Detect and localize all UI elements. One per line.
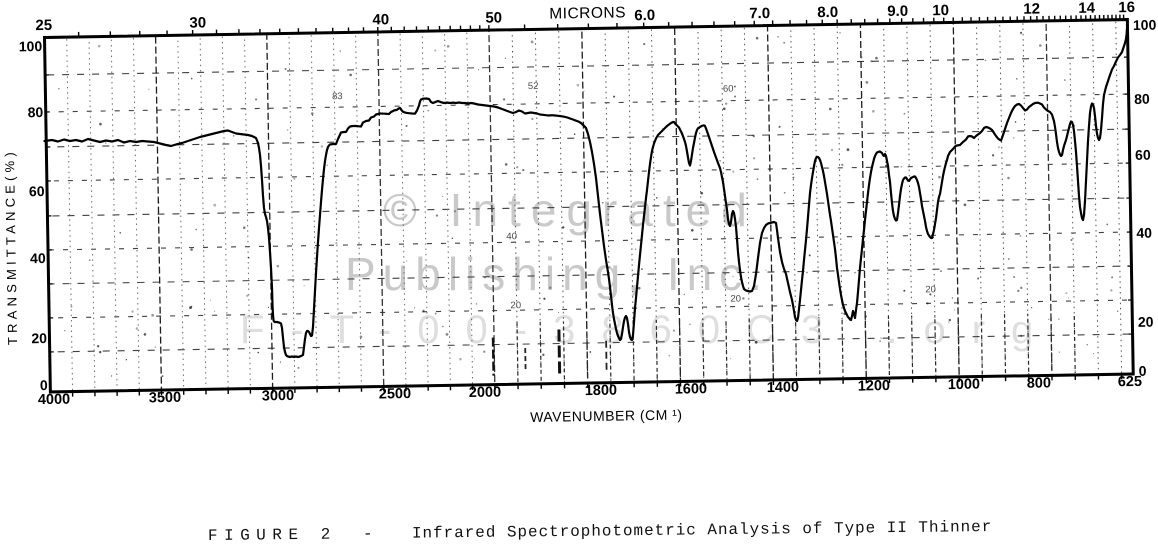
svg-text:2500: 2500	[379, 386, 412, 403]
svg-text:7.0: 7.0	[749, 5, 770, 22]
svg-text:1200: 1200	[858, 378, 891, 395]
svg-text:0: 0	[40, 377, 48, 393]
svg-text:© Integrated: © Integrated	[383, 184, 757, 236]
svg-text:20: 20	[31, 330, 47, 346]
svg-text:83: 83	[332, 91, 343, 102]
svg-text:40: 40	[372, 11, 389, 28]
svg-text:10: 10	[932, 2, 949, 19]
svg-text:40: 40	[30, 250, 46, 266]
svg-text:50: 50	[485, 9, 502, 26]
svg-text:52: 52	[528, 81, 539, 92]
svg-text:3000: 3000	[262, 388, 295, 405]
svg-text:F-T-00-3860C3 .org: F-T-00-3860C3 .org	[240, 308, 1059, 352]
svg-text:1400: 1400	[767, 380, 800, 397]
svg-text:9.0: 9.0	[887, 3, 908, 20]
svg-text:20: 20	[510, 300, 521, 311]
svg-text:80: 80	[28, 104, 44, 120]
svg-text:40: 40	[1136, 225, 1152, 241]
svg-text:20: 20	[925, 284, 936, 295]
svg-text:WAVENUMBER (CM ¹): WAVENUMBER (CM ¹)	[530, 406, 683, 425]
svg-text:625: 625	[1118, 374, 1142, 390]
svg-text:1000: 1000	[948, 377, 981, 394]
svg-text:3500: 3500	[149, 390, 182, 407]
svg-text:60: 60	[723, 84, 734, 95]
svg-text:25: 25	[35, 17, 52, 34]
svg-text:8.0: 8.0	[817, 4, 838, 21]
svg-text:20: 20	[730, 293, 741, 304]
svg-text:FIGURE 2: FIGURE 2	[208, 526, 337, 545]
svg-text:TRANSMITTANCE(%): TRANSMITTANCE(%)	[2, 148, 20, 345]
svg-text:1800: 1800	[585, 383, 618, 400]
svg-text:80: 80	[1134, 91, 1150, 107]
svg-text:60: 60	[29, 183, 45, 199]
svg-text:6.0: 6.0	[634, 7, 655, 24]
svg-text:12: 12	[1023, 0, 1040, 17]
svg-text:40: 40	[506, 231, 517, 242]
svg-text:16: 16	[1118, 0, 1135, 16]
svg-text:30: 30	[189, 14, 206, 31]
svg-text:100: 100	[1133, 17, 1157, 33]
svg-text:Publishing, Inc.: Publishing, Inc.	[345, 248, 769, 300]
svg-text:2000: 2000	[469, 384, 502, 401]
svg-text:0: 0	[1139, 363, 1147, 379]
svg-text:-: -	[363, 525, 373, 543]
svg-text:800: 800	[1027, 375, 1051, 391]
svg-text:1600: 1600	[675, 381, 708, 398]
svg-text:4000: 4000	[38, 392, 71, 409]
svg-text:14: 14	[1078, 0, 1096, 17]
svg-text:MICRONS: MICRONS	[549, 4, 626, 22]
svg-text:60: 60	[1135, 147, 1151, 163]
svg-text:100: 100	[19, 38, 43, 54]
svg-text:20: 20	[1138, 314, 1154, 330]
